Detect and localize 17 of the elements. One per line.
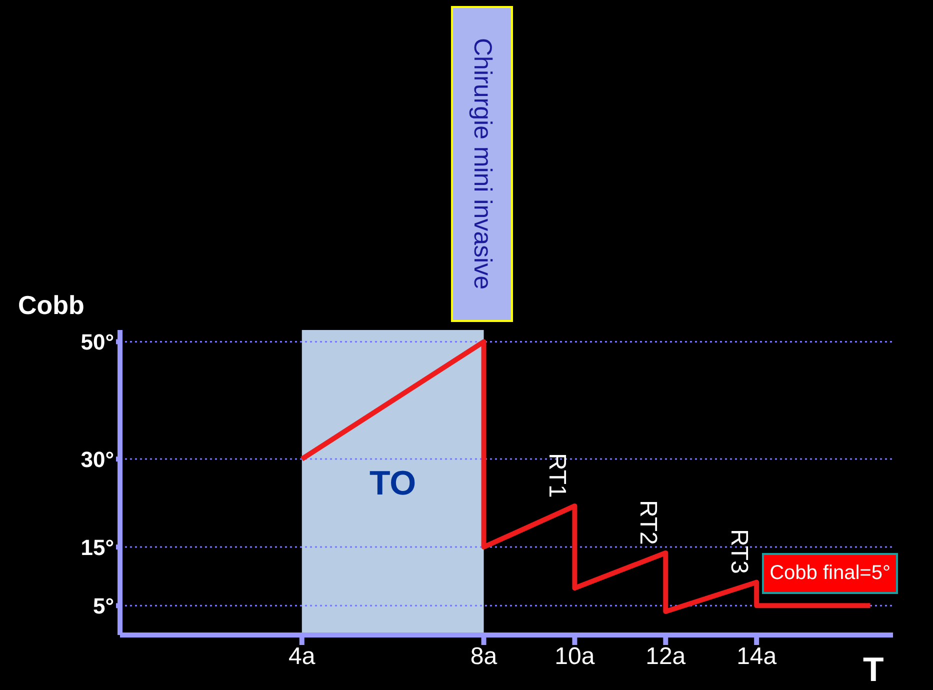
x-tick-label: 12a [646, 643, 686, 670]
y-tick-label: 30° [80, 446, 114, 472]
x-tick-label: 8a [470, 643, 498, 670]
x-tick-label: 14a [736, 643, 778, 670]
caption-box: Chirurgie mini invasive [450, 6, 513, 322]
y-tick-label: 5° [92, 593, 114, 618]
x-tick-label: 4a [288, 643, 316, 670]
y-tick-label: 50° [80, 330, 114, 355]
annotation: RT2 [634, 500, 662, 545]
band-label: TO [370, 464, 416, 503]
annotation: RT3 [724, 529, 753, 574]
x-tick-label: 10a [554, 643, 596, 670]
annotation: RT1 [542, 453, 571, 498]
y-axis-title: Cobb [18, 290, 84, 321]
y-tick-label: 15° [80, 534, 114, 560]
annotation: Cobb final=5° [762, 552, 898, 594]
x-axis-title: T [863, 651, 884, 690]
